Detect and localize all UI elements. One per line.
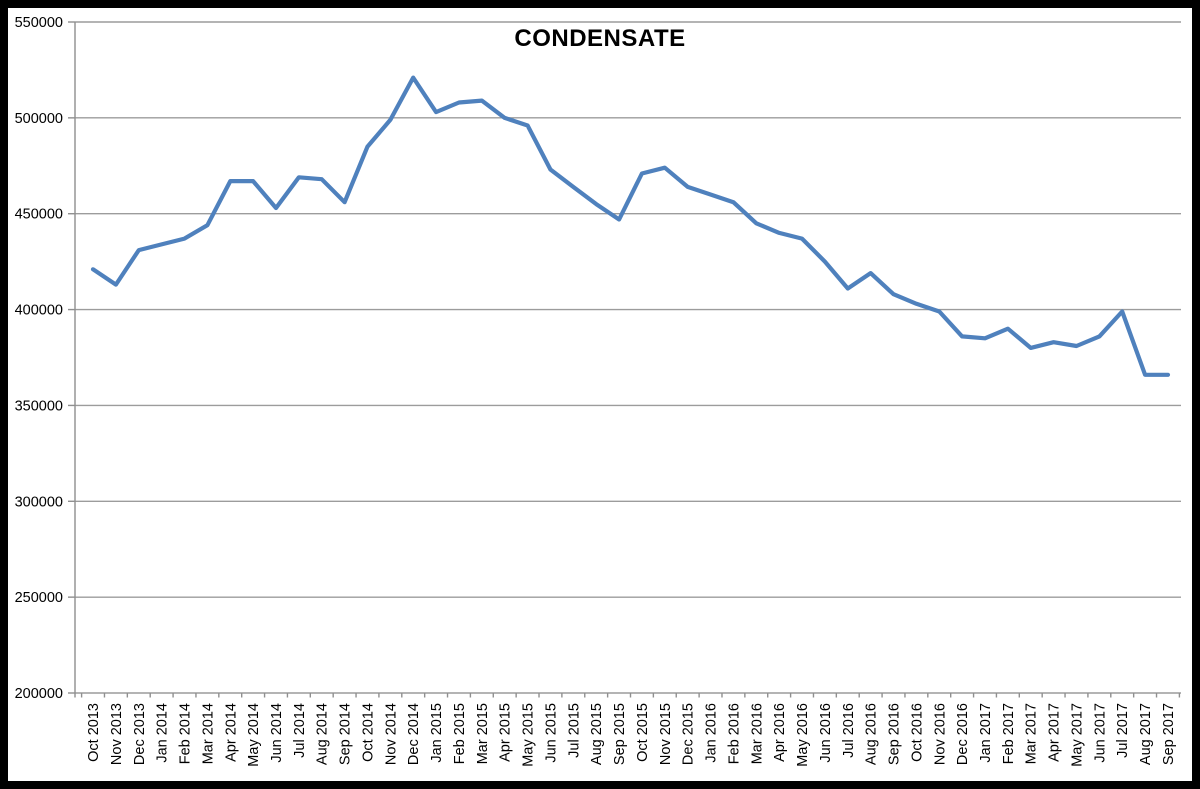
- x-axis-tick-label: Aug 2016: [864, 703, 880, 765]
- x-axis-tick-label: Nov 2013: [109, 703, 125, 765]
- x-axis-tick-label: Jul 2017: [1115, 703, 1131, 758]
- x-axis-tick-label: May 2015: [521, 703, 537, 767]
- axis-labels: 200000 250000 300000 350000 400000 450000 5000…: [15, 15, 1177, 767]
- x-axis-tick-label: Jan 2014: [155, 703, 171, 763]
- axes: [68, 21, 1181, 698]
- x-axis-tick-label: Apr 2014: [223, 703, 239, 762]
- x-axis-tick-label: Jul 2015: [566, 703, 582, 758]
- x-axis-tick-label: Feb 2016: [726, 703, 742, 764]
- y-axis-tick-label: 500000: [15, 111, 63, 127]
- x-axis-tick-label: May 2014: [246, 703, 262, 767]
- x-axis-tick-label: Dec 2015: [681, 703, 697, 765]
- x-axis-tick-label: Jun 2014: [269, 703, 285, 763]
- x-axis-tick-label: Mar 2016: [749, 703, 765, 764]
- x-axis-tick-label: Aug 2015: [589, 703, 605, 765]
- series: [90, 75, 1171, 377]
- x-axis-tick-label: Nov 2015: [658, 703, 674, 765]
- x-axis-tick-label: Mar 2014: [200, 703, 216, 764]
- x-axis-tick-label: Jan 2015: [429, 703, 445, 763]
- x-axis-tick-label: Dec 2016: [955, 703, 971, 765]
- x-axis-tick-label: Dec 2013: [132, 703, 148, 765]
- x-axis-tick-label: Sep 2014: [338, 703, 354, 765]
- x-axis-tick-label: Mar 2015: [475, 703, 491, 764]
- x-axis-tick-label: Jun 2015: [543, 703, 559, 763]
- x-axis-tick-label: Jan 2016: [704, 703, 720, 763]
- x-axis-tick-label: Sep 2017: [1161, 703, 1177, 765]
- x-axis-tick-label: Feb 2017: [1001, 703, 1017, 764]
- x-axis-tick-label: Jun 2017: [1092, 703, 1108, 763]
- x-axis-tick-label: Aug 2017: [1138, 703, 1154, 765]
- x-axis-tick-label: Apr 2016: [772, 703, 788, 762]
- y-axis-tick-label: 300000: [15, 494, 63, 510]
- x-axis-tick-label: Jul 2016: [841, 703, 857, 758]
- x-axis-tick-label: Nov 2016: [932, 703, 948, 765]
- x-axis-tick-label: Feb 2015: [452, 703, 468, 764]
- gridlines: [75, 21, 1181, 694]
- x-axis-tick-label: Jun 2016: [818, 703, 834, 763]
- x-axis-tick-label: Oct 2013: [86, 703, 102, 762]
- series-line-condensate: [90, 75, 1171, 377]
- x-axis-tick-label: Feb 2014: [178, 703, 194, 764]
- y-axis-tick-label: 250000: [15, 590, 63, 606]
- condensate-line-chart: 200000 250000 300000 350000 400000 450000 5000…: [15, 15, 1181, 767]
- y-axis-tick-label: 450000: [15, 207, 63, 223]
- x-axis-tick-label: Sep 2015: [612, 703, 628, 765]
- chart-title: CONDENSATE: [514, 25, 686, 52]
- x-axis-tick-label: Aug 2014: [315, 703, 331, 765]
- y-axis-tick-label: 400000: [15, 303, 63, 319]
- x-axis-tick-label: May 2017: [1069, 703, 1085, 767]
- x-axis-tick-label: Apr 2017: [1047, 703, 1063, 762]
- x-axis-tick-label: Mar 2017: [1024, 703, 1040, 764]
- x-axis-tick-label: Apr 2015: [498, 703, 514, 762]
- x-axis-tick-label: Dec 2014: [406, 703, 422, 765]
- x-axis-tick-label: May 2016: [795, 703, 811, 767]
- x-axis-tick-label: Oct 2015: [635, 703, 651, 762]
- x-axis-tick-label: Nov 2014: [383, 703, 399, 765]
- y-axis-tick-label: 350000: [15, 398, 63, 414]
- x-axis-tick-label: Oct 2016: [909, 703, 925, 762]
- x-axis-tick-label: Jan 2017: [978, 703, 994, 763]
- x-axis-tick-label: Oct 2014: [360, 703, 376, 762]
- x-axis-tick-label: Jul 2014: [292, 703, 308, 758]
- y-axis-tick-label: 200000: [15, 686, 63, 702]
- y-axis-tick-label: 550000: [15, 15, 63, 31]
- x-axis-tick-label: Sep 2016: [887, 703, 903, 765]
